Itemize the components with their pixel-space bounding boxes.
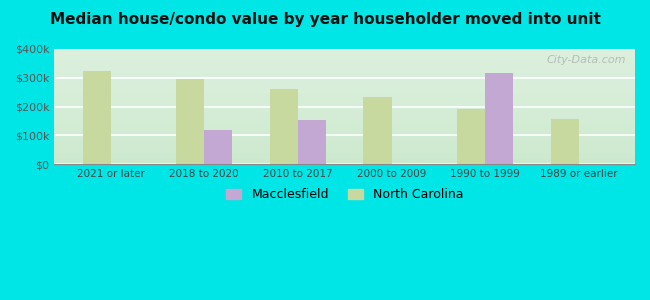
Bar (270, 89, 298, 164)
Bar (176, 79, 204, 164)
Bar (457, 109, 485, 164)
Bar (298, 120, 326, 164)
Bar (551, 119, 578, 164)
Text: City-Data.com: City-Data.com (547, 55, 627, 65)
Bar (485, 74, 514, 164)
Text: Median house/condo value by year householder moved into unit: Median house/condo value by year househo… (49, 12, 601, 27)
Bar (363, 98, 391, 164)
Bar (204, 130, 233, 164)
Legend: Macclesfield, North Carolina: Macclesfield, North Carolina (222, 183, 468, 206)
Bar (83, 71, 110, 164)
